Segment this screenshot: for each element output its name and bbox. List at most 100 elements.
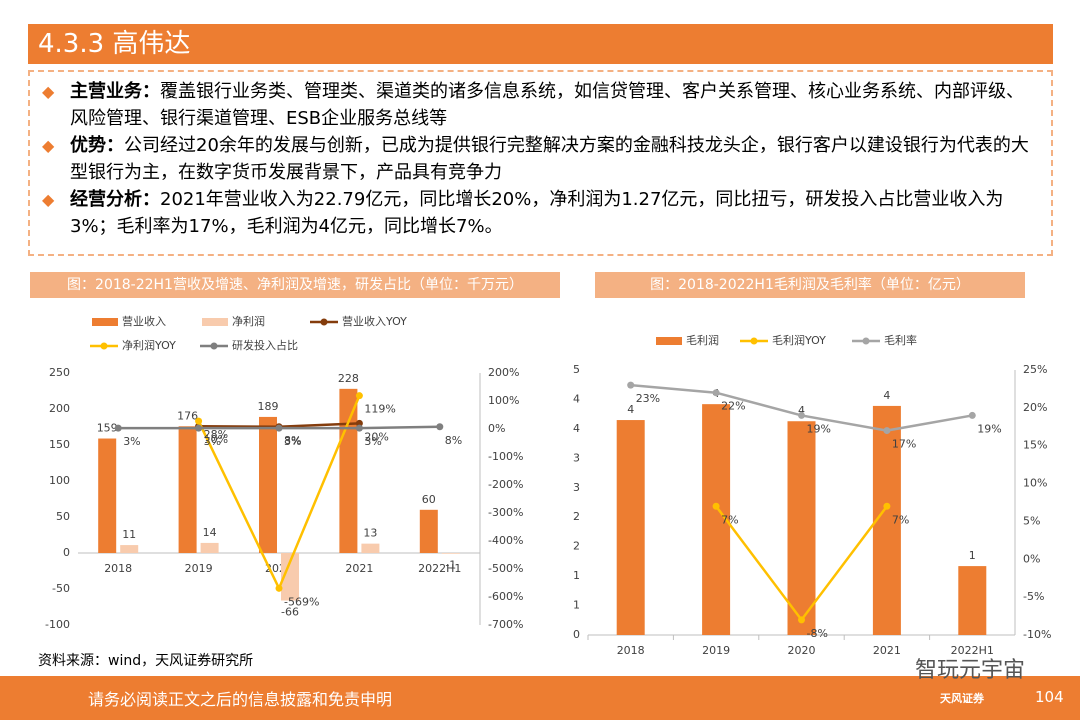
legend-swatch — [656, 337, 682, 345]
bar — [958, 566, 987, 635]
bar — [339, 388, 358, 553]
legend-label: 净利润 — [232, 314, 265, 328]
y2-tick-label: 200% — [488, 366, 519, 379]
line-marker — [968, 411, 976, 419]
data-label: 7% — [721, 513, 738, 526]
line-marker — [627, 381, 635, 389]
y-tick-label: 250 — [49, 366, 70, 379]
y2-tick-label: 20% — [1023, 401, 1047, 414]
bar — [120, 545, 139, 553]
data-label: -1 — [445, 559, 456, 572]
bullet-text: 2021年营业收入为22.79亿元，同比增长20%，净利润为1.27亿元，同比扭… — [70, 189, 1004, 237]
line-marker — [275, 584, 283, 592]
y2-tick-label: 100% — [488, 394, 519, 407]
page-number: 104 — [1035, 688, 1064, 706]
y2-tick-label: -700% — [488, 618, 523, 631]
data-label: -66 — [281, 606, 299, 619]
x-tick-label: 2021 — [345, 562, 373, 575]
y-tick-label: 3 — [573, 451, 580, 464]
line-marker — [436, 423, 444, 431]
legend-marker — [320, 318, 328, 326]
y2-tick-label: 15% — [1023, 439, 1047, 452]
data-label: 11 — [122, 528, 136, 541]
chart-title: 图：2018-22H1营收及增速、净利润及增速，研发占比（单位：千万元） — [30, 272, 560, 298]
data-label: 7% — [892, 513, 909, 526]
data-label: 189 — [258, 400, 279, 413]
y-tick-label: 1 — [573, 599, 580, 612]
legend-label: 毛利率 — [884, 333, 917, 347]
line-marker — [712, 389, 720, 397]
footer-band — [0, 676, 1080, 720]
y-tick-label: 2 — [573, 510, 580, 523]
legend-label: 毛利润YOY — [772, 333, 826, 347]
source: 资料来源：wind，天风证券研究所 — [38, 653, 254, 669]
data-label: 1 — [969, 549, 976, 562]
line-marker — [798, 411, 805, 419]
data-label: 23% — [636, 392, 660, 405]
legend-marker — [862, 337, 870, 345]
data-label: 4 — [627, 403, 634, 416]
y2-tick-label: 10% — [1023, 477, 1047, 490]
brand: 天风证券 — [940, 692, 984, 705]
bar — [281, 553, 299, 601]
line-marker — [355, 392, 363, 400]
legend-swatch — [202, 318, 228, 326]
y2-tick-label: -200% — [488, 478, 523, 491]
legend-marker — [100, 342, 108, 350]
data-label: 3% — [204, 435, 221, 448]
y2-tick-label: -500% — [488, 562, 523, 575]
bullet-box: 主营业务：覆盖银行业务类、管理类、渠道类的诸多信息系统，如信贷管理、客户关系管理… — [28, 70, 1053, 256]
y2-tick-label: 5% — [1023, 514, 1040, 527]
slide-title: 4.3.3 高伟达 — [28, 24, 1053, 64]
y2-tick-label: -400% — [488, 534, 523, 547]
legend-swatch — [92, 318, 118, 326]
bar — [361, 543, 380, 553]
y2-tick-label: -600% — [488, 590, 523, 603]
x-tick-label: 2021 — [873, 644, 901, 657]
data-label: 17% — [892, 438, 916, 451]
y-tick-label: 4 — [573, 422, 580, 435]
y-tick-label: 50 — [56, 510, 70, 523]
line-marker — [355, 424, 363, 432]
bar — [200, 542, 219, 553]
line-marker — [195, 424, 203, 432]
data-label: 119% — [364, 403, 395, 416]
bullet-label: 经营分析： — [70, 189, 160, 210]
y-tick-label: 100 — [49, 474, 70, 487]
bullet: 经营分析：2021年营业收入为22.79亿元，同比增长20%，净利润为1.27亿… — [42, 186, 1041, 240]
y-tick-label: 150 — [49, 438, 70, 451]
x-tick-label: 2020 — [788, 644, 816, 657]
data-label: 60 — [422, 493, 436, 506]
data-label: 3% — [284, 435, 301, 448]
data-label: 8% — [445, 434, 462, 447]
data-label: 4 — [883, 389, 890, 402]
legend-marker — [210, 342, 218, 350]
data-label: 28% — [204, 428, 228, 441]
data-label: 19% — [977, 422, 1001, 435]
y-tick-label: -50 — [52, 582, 70, 595]
legend-label: 营业收入 — [122, 314, 166, 328]
y2-tick-label: 25% — [1023, 363, 1047, 376]
y2-tick-label: -100% — [488, 450, 523, 463]
bar — [616, 420, 645, 635]
y-tick-label: 1 — [573, 569, 580, 582]
bullet-text: 覆盖银行业务类、管理类、渠道类的诸多信息系统，如信贷管理、客户关系管理、核心业务… — [70, 81, 1024, 129]
legend-label: 净利润YOY — [122, 338, 176, 352]
bar — [259, 416, 277, 553]
line-marker — [195, 417, 203, 425]
y-tick-label: 200 — [49, 402, 70, 415]
bar — [441, 553, 460, 554]
legend-label: 研发投入占比 — [232, 338, 298, 352]
x-tick-label: 2019 — [702, 644, 730, 657]
y2-tick-label: 0% — [488, 422, 505, 435]
data-label: 4 — [798, 404, 805, 417]
x-tick-label: 2022H1 — [951, 644, 994, 657]
x-tick-label: 2018 — [104, 562, 132, 575]
data-label: 22% — [721, 400, 745, 413]
y2-tick-label: -10% — [1023, 628, 1051, 641]
x-tick-label: 2022H1 — [418, 562, 461, 575]
legend-label: 毛利润 — [686, 333, 719, 347]
legend-marker — [750, 337, 758, 345]
